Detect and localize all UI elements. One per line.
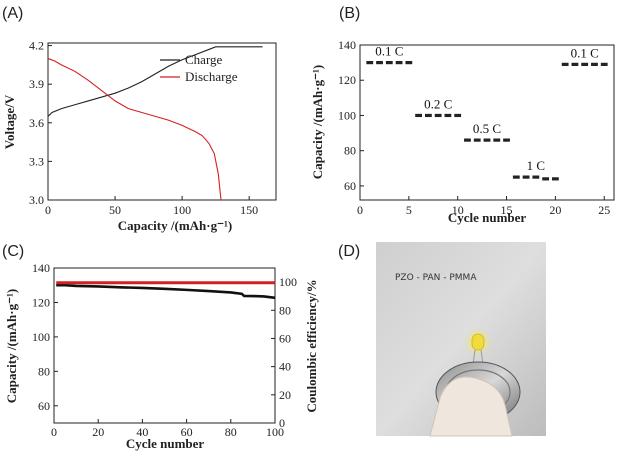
chart-b-xlabel: Cycle number (448, 210, 527, 225)
chart-b-point (561, 62, 569, 66)
chart-a-xtick-label: 0 (45, 203, 51, 217)
chart-c-ylabel-right: Coulombic efficiency/% (304, 279, 319, 412)
chart-c-ytick-label: 80 (38, 364, 50, 378)
chart-b-point (571, 62, 579, 66)
chart-b-rate-label: 0.1 C (571, 45, 599, 60)
chart-c-ytick-label: 100 (32, 330, 50, 344)
chart-b-point (600, 62, 608, 66)
chart-a-legend-label: Discharge (185, 69, 238, 84)
chart-a-ytick-label: 3.3 (29, 154, 44, 168)
chart-b-point (542, 177, 550, 181)
chart-b-point (405, 61, 413, 65)
panel-label-c: (C) (2, 243, 24, 260)
chart-b-xtick-label: 5 (406, 203, 412, 217)
chart-a-ytick-label: 3.9 (29, 77, 44, 91)
chart-c-ytick-right-label: 40 (279, 360, 291, 374)
chart-b-ytick-label: 100 (338, 108, 356, 122)
chart-c-ytick-right-label: 60 (279, 331, 291, 345)
chart-c-frame (53, 267, 276, 424)
chart-c-ytick-right-label: 0 (279, 416, 285, 430)
chart-c-ytick-right-label: 80 (279, 303, 291, 317)
chart-b-point (551, 177, 559, 181)
chart-a-ytick-label: 4.2 (29, 39, 44, 53)
chart-a-series-discharge (47, 57, 222, 201)
chart-c: 0 20 40 60 80 100 60 80 100 120 140 0 20 40 60 80 100 Cy… (4, 261, 319, 451)
photo-handwritten-label: PZO - PAN - PMMA (395, 273, 477, 283)
chart-b-xtick-label: 15 (501, 203, 513, 217)
photo-d: PZO - PAN - PMMA (376, 242, 546, 437)
chart-b-ylabel: Capacity /(mAh·g⁻¹) (310, 65, 325, 179)
finger-icon (429, 376, 513, 437)
chart-b-point (532, 175, 540, 179)
chart-b-point (512, 175, 520, 179)
chart-b-point (395, 61, 403, 65)
chart-b-point (385, 61, 393, 65)
panel-label-b: (B) (339, 5, 360, 22)
chart-b-rate-label: 0.1 C (375, 44, 403, 59)
chart-c-xtick-label: 20 (92, 425, 104, 439)
chart-c-xtick-label: 40 (136, 425, 148, 439)
chart-c-ylabel: Capacity /(mAh·g⁻¹) (4, 289, 19, 403)
chart-a-xtick-label: 150 (240, 203, 258, 217)
chart-a-series-charge (47, 46, 263, 117)
chart-c-xtick-label: 0 (51, 425, 57, 439)
chart-a-ytick-label: 3.6 (29, 116, 44, 130)
chart-b-point (464, 138, 471, 142)
panel-label-a: (A) (2, 5, 23, 22)
chart-c-ytick-right-label: 20 (279, 388, 291, 402)
chart-b-point (483, 138, 491, 142)
chart-b-rate-label: 1 C (527, 158, 545, 173)
chart-b-point (503, 138, 510, 142)
chart-a-xtick-label: 100 (173, 203, 191, 217)
chart-b: 0 5 10 15 20 25 60 80 100 120 140 0.1 C 0.2 C 0.5 C 1 … (310, 38, 615, 225)
chart-b-ytick-label: 140 (338, 38, 356, 52)
chart-b-ytick-label: 60 (344, 179, 356, 193)
chart-c-xtick-label: 60 (181, 425, 193, 439)
chart-b-xtick-label: 10 (452, 203, 464, 217)
chart-b-point (493, 138, 501, 142)
chart-b-xtick-label: 25 (598, 203, 610, 217)
chart-a-ylabel: Voltage/V (2, 94, 17, 149)
chart-b-ytick-label: 80 (344, 144, 356, 158)
led-icon (471, 333, 485, 351)
chart-b-xtick-label: 0 (357, 203, 363, 217)
chart-b-point (444, 113, 452, 118)
chart-c-xtick-label: 80 (225, 425, 237, 439)
chart-a-xlabel: Capacity /(mAh·g⁻¹) (118, 218, 232, 233)
chart-b-point (581, 62, 589, 66)
chart-c-ytick-label: 60 (38, 399, 50, 413)
chart-b-rate-label: 0.2 C (424, 96, 452, 111)
chart-a-xtick-label: 50 (109, 203, 121, 217)
chart-a-ytick-label: 3.0 (29, 193, 44, 207)
chart-b-point (591, 62, 598, 66)
chart-c-ytick-right-label: 100 (279, 275, 297, 289)
chart-b-point (424, 113, 432, 118)
chart-b-point (473, 138, 481, 142)
chart-c-xtick-label: 100 (266, 425, 284, 439)
chart-b-point (522, 175, 530, 179)
panel-label-d: (D) (338, 243, 360, 260)
chart-b-point (434, 113, 442, 118)
chart-b-point (376, 61, 383, 65)
chart-a-legend-label: Charge (185, 52, 223, 67)
chart-c-series-capacity (56, 283, 276, 300)
chart-b-ytick-label: 120 (338, 73, 356, 87)
chart-c-ytick-label: 120 (32, 295, 50, 309)
chart-b-rate-label: 0.5 C (473, 121, 501, 136)
chart-c-xlabel: Cycle number (126, 436, 205, 451)
chart-a-frame (47, 42, 277, 201)
chart-b-point (415, 113, 423, 118)
chart-b-xtick-label: 20 (549, 203, 561, 217)
chart-b-point (454, 113, 462, 118)
chart-b-point (366, 61, 374, 65)
chart-a: 0 50 100 1503.03.33.63.94.2ChargeDischarge … (2, 39, 277, 233)
chart-b-frame (359, 44, 615, 201)
chart-c-ytick-label: 140 (32, 261, 50, 275)
